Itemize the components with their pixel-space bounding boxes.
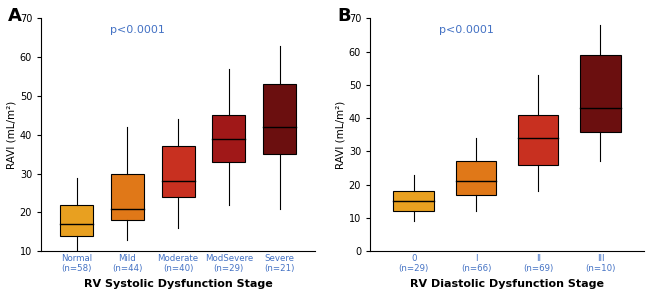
Text: A: A — [8, 7, 22, 25]
Text: B: B — [337, 7, 351, 25]
Bar — [393, 192, 434, 211]
Bar — [456, 161, 496, 195]
Bar — [518, 115, 559, 165]
Y-axis label: RAVI (mL/m²): RAVI (mL/m²) — [336, 101, 346, 169]
Text: p<0.0001: p<0.0001 — [439, 25, 493, 35]
Bar — [111, 174, 144, 220]
Bar — [212, 115, 245, 162]
Bar — [263, 84, 296, 154]
Text: p<0.0001: p<0.0001 — [109, 25, 165, 35]
Bar — [580, 55, 620, 131]
Bar — [60, 205, 93, 236]
Bar — [161, 147, 195, 197]
Y-axis label: RAVI (mL/m²): RAVI (mL/m²) — [7, 101, 17, 169]
X-axis label: RV Systolic Dysfunction Stage: RV Systolic Dysfunction Stage — [84, 279, 273, 289]
X-axis label: RV Diastolic Dysfunction Stage: RV Diastolic Dysfunction Stage — [410, 279, 604, 289]
